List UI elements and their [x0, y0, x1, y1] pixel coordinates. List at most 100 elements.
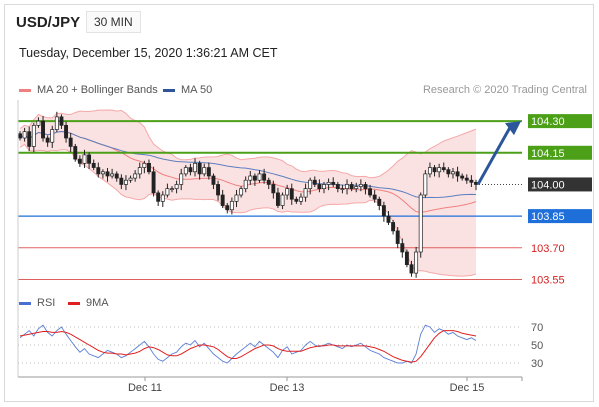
candle-body	[312, 179, 317, 185]
candle-body	[216, 184, 221, 196]
legend-swatch-9ma	[68, 301, 80, 305]
candle-body	[368, 188, 373, 196]
level-tag-3	[528, 209, 592, 224]
candle-body	[36, 120, 41, 126]
candle-body	[59, 116, 64, 126]
legend-ma20: MA 20 + Bollinger Bands	[19, 84, 158, 96]
candle-body	[100, 171, 105, 175]
legend-swatch-ma50	[163, 88, 175, 92]
candle-body	[432, 167, 437, 173]
candle-body	[110, 173, 115, 177]
legend-swatch-ma20	[19, 88, 31, 92]
candle-body	[54, 116, 59, 130]
candle-body	[137, 167, 142, 175]
x-tick-label-2: Dec 15	[450, 382, 485, 394]
candle-body	[423, 173, 428, 196]
candle-body	[349, 184, 354, 190]
candle-body	[234, 194, 239, 202]
candle-body	[165, 188, 170, 196]
candle-body	[299, 196, 303, 202]
x-tick-label-1: Dec 13	[270, 382, 305, 394]
candle-body	[96, 167, 101, 175]
candle-body	[455, 171, 460, 177]
candle-body	[82, 154, 87, 164]
candle-body	[358, 184, 363, 187]
candle-body	[257, 173, 262, 181]
candle-body	[193, 162, 197, 173]
candle-body	[451, 171, 455, 175]
candle-body	[404, 251, 409, 266]
candle-body	[147, 162, 151, 173]
candle-body	[174, 184, 179, 190]
candle-body	[271, 184, 276, 194]
candle-body	[418, 194, 423, 253]
candle-body	[354, 186, 359, 190]
candle-body	[45, 137, 50, 143]
candle-body	[322, 184, 326, 190]
candle-body	[220, 194, 225, 206]
candle-body	[31, 124, 36, 147]
legend-label-rsi: RSI	[37, 297, 56, 309]
candle-body	[50, 129, 55, 143]
candle-body	[308, 179, 313, 190]
candle-body	[446, 169, 451, 175]
candle-body	[275, 192, 280, 206]
candle-body	[381, 205, 386, 217]
bollinger-lower	[19, 143, 477, 277]
candle-body	[437, 167, 442, 173]
candle-body	[469, 179, 474, 183]
candle-body	[262, 173, 267, 181]
candle-body	[248, 175, 253, 181]
bollinger-upper	[19, 109, 477, 179]
legend-9ma: 9MA	[68, 297, 109, 309]
candle-body	[243, 179, 248, 190]
candle-body	[266, 179, 271, 185]
legend-label-ma50: MA 50	[181, 84, 213, 96]
level-label-5: 103.55	[531, 274, 565, 286]
candle-body	[464, 177, 469, 181]
candle-body	[114, 173, 119, 179]
level-label-1: 104.15	[531, 148, 565, 160]
candle-body	[197, 162, 202, 175]
level-label-0: 104.30	[531, 116, 565, 128]
candle-body	[391, 222, 396, 232]
candle-body	[229, 200, 234, 211]
candle-body	[285, 188, 290, 196]
candle-body	[202, 167, 207, 175]
candle-body	[326, 181, 331, 185]
level-label-2: 104.00	[531, 179, 565, 191]
level-tag-2	[528, 177, 592, 192]
candle-body	[91, 162, 96, 168]
rsi-tick-0: 70	[531, 322, 543, 334]
candle-body	[372, 194, 377, 200]
candle-body	[22, 131, 27, 139]
ma50-line	[19, 130, 477, 199]
candle-body	[335, 184, 340, 190]
research-credit: Research © 2020 Trading Central	[422, 84, 587, 96]
candle-body	[409, 264, 414, 274]
candle-body	[340, 188, 345, 191]
candle-body	[77, 158, 82, 164]
candle-body	[211, 175, 216, 185]
candle-body	[156, 192, 161, 202]
candle-body	[427, 167, 432, 175]
rsi-tick-1: 50	[531, 340, 543, 352]
candle-body	[179, 173, 184, 185]
candle-body	[64, 124, 69, 139]
legend-rsi: RSI	[19, 297, 55, 309]
candle-body	[123, 179, 128, 185]
candle-body	[73, 146, 78, 160]
legend-swatch-rsi	[19, 301, 31, 305]
candle-body	[280, 194, 285, 206]
candle-body	[151, 171, 156, 194]
candle-body	[27, 131, 32, 147]
level-label-4: 103.70	[531, 243, 565, 255]
candle-body	[460, 175, 465, 179]
candle-body	[303, 188, 308, 198]
candle-body	[317, 184, 322, 190]
candle-body	[87, 154, 92, 164]
candle-body	[142, 162, 147, 168]
timeframe-badge[interactable]: 30 MIN	[86, 11, 141, 33]
forecast-arrow-shaft	[476, 126, 512, 186]
